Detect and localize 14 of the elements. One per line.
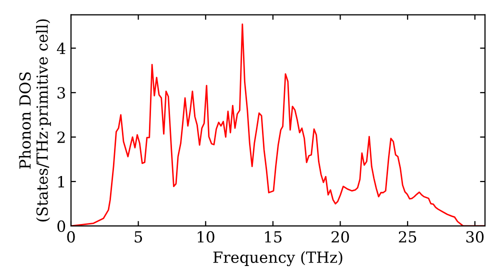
x-tick-label: 5 [134,231,142,243]
y-tick-label: 4 [56,42,66,54]
y-tick-label: 1 [58,176,64,188]
y-tick-label: 0 [57,220,66,232]
x-tick-label: 30 [466,231,484,243]
x-tick-label: 0 [67,231,75,243]
y-tick-label: 2 [57,132,65,143]
y-axis-title: Phonon DOS (States/THz·primitive cell) [18,19,51,222]
x-tick-label: 15 [265,231,282,243]
x-tick-label: 20 [332,231,349,243]
x-tick-label: 25 [398,231,416,243]
x-tick-label: 10 [198,231,214,243]
y-tick-label: 3 [58,87,66,99]
x-axis-title: Frequency (THz) [213,251,342,266]
